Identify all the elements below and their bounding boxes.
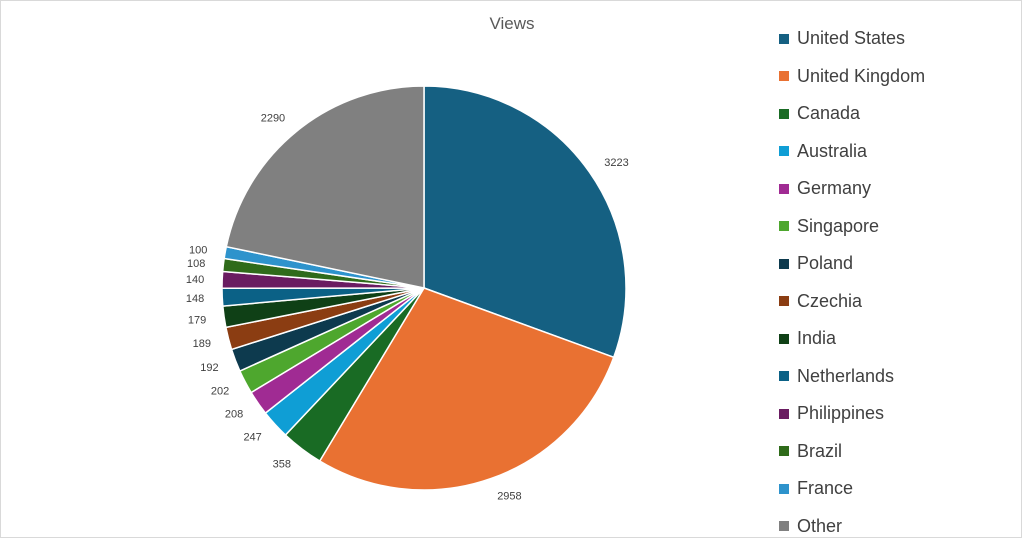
legend-label: Brazil xyxy=(797,441,842,462)
legend-swatch xyxy=(779,334,789,344)
legend-item-czechia: Czechia xyxy=(779,283,1019,321)
legend-item-netherlands: Netherlands xyxy=(779,358,1019,396)
legend-swatch xyxy=(779,446,789,456)
data-label-united-kingdom: 2958 xyxy=(497,491,521,503)
data-label-united-states: 3223 xyxy=(604,157,628,169)
legend-item-india: India xyxy=(779,320,1019,358)
data-label-singapore: 202 xyxy=(211,385,229,397)
legend-label: Germany xyxy=(797,178,871,199)
legend-item-germany: Germany xyxy=(779,170,1019,208)
legend-swatch xyxy=(779,259,789,269)
legend-label: United States xyxy=(797,28,905,49)
legend: United States United Kingdom Canada Austral… xyxy=(779,20,1019,545)
legend-swatch xyxy=(779,521,789,531)
legend-swatch xyxy=(779,184,789,194)
legend-label: Philippines xyxy=(797,403,884,424)
legend-label: Poland xyxy=(797,253,853,274)
legend-item-brazil: Brazil xyxy=(779,433,1019,471)
data-label-india: 179 xyxy=(188,314,206,326)
legend-swatch xyxy=(779,296,789,306)
legend-item-france: France xyxy=(779,470,1019,508)
data-label-brazil: 108 xyxy=(187,258,205,270)
legend-label: Czechia xyxy=(797,291,862,312)
legend-label: Australia xyxy=(797,141,867,162)
data-label-other: 2290 xyxy=(261,112,285,124)
data-label-germany: 208 xyxy=(225,408,243,420)
data-label-canada: 358 xyxy=(273,458,291,470)
legend-swatch xyxy=(779,34,789,44)
legend-item-philippines: Philippines xyxy=(779,395,1019,433)
legend-item-singapore: Singapore xyxy=(779,208,1019,246)
legend-swatch xyxy=(779,484,789,494)
legend-item-united-kingdom: United Kingdom xyxy=(779,58,1019,96)
legend-item-other: Other xyxy=(779,508,1019,545)
legend-item-united-states: United States xyxy=(779,20,1019,58)
legend-label: India xyxy=(797,328,836,349)
data-label-czechia: 189 xyxy=(193,338,211,350)
legend-swatch xyxy=(779,371,789,381)
legend-item-australia: Australia xyxy=(779,133,1019,171)
legend-label: Netherlands xyxy=(797,366,894,387)
legend-item-canada: Canada xyxy=(779,95,1019,133)
legend-swatch xyxy=(779,71,789,81)
legend-label: Other xyxy=(797,516,842,537)
legend-label: France xyxy=(797,478,853,499)
data-label-philippines: 140 xyxy=(186,274,204,286)
data-label-netherlands: 148 xyxy=(186,293,204,305)
legend-swatch xyxy=(779,146,789,156)
legend-swatch xyxy=(779,221,789,231)
legend-item-poland: Poland xyxy=(779,245,1019,283)
data-label-poland: 192 xyxy=(200,362,218,374)
legend-label: Canada xyxy=(797,103,860,124)
data-label-france: 100 xyxy=(189,245,207,257)
legend-label: United Kingdom xyxy=(797,66,925,87)
legend-label: Singapore xyxy=(797,216,879,237)
legend-swatch xyxy=(779,109,789,119)
data-label-australia: 247 xyxy=(243,432,261,444)
legend-swatch xyxy=(779,409,789,419)
